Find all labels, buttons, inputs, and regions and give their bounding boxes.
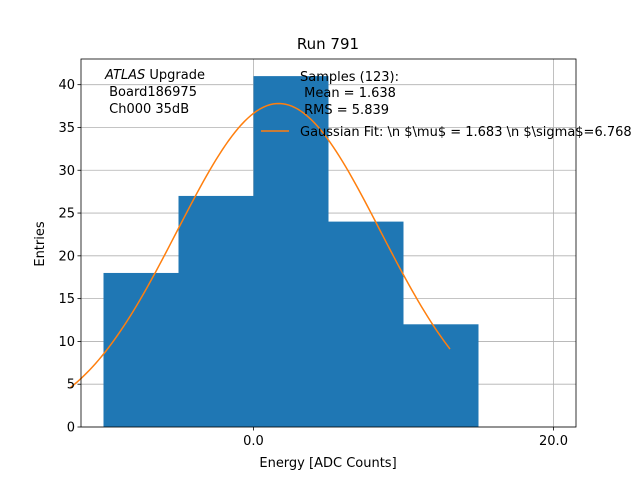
atlas-annotation: ATLAS Upgrade Board186975 Ch000 35dB xyxy=(104,68,205,117)
y-tick-label: 15 xyxy=(58,292,75,307)
histogram-bar xyxy=(103,272,179,427)
y-tick-label: 10 xyxy=(58,335,75,350)
histogram-bars xyxy=(103,76,479,428)
x-tick-label: 20.0 xyxy=(539,434,568,449)
atlas-label: ATLAS Upgrade xyxy=(104,68,205,83)
y-tick-label: 25 xyxy=(58,207,75,222)
plot-frame xyxy=(80,58,577,428)
chart-title: Run 791 xyxy=(297,35,359,53)
histogram-bar xyxy=(403,324,479,427)
y-tick-label: 20 xyxy=(58,249,75,264)
gaussian-fit-curve xyxy=(70,102,451,389)
y-tick-label: 40 xyxy=(58,78,75,93)
fit-line xyxy=(70,102,451,389)
y-tick-label: 0 xyxy=(67,421,75,436)
board-label: Board186975 xyxy=(105,85,197,100)
atlas-upgrade: Upgrade xyxy=(145,68,205,83)
legend-hist-swatch xyxy=(261,89,289,99)
legend: Samples (123): Mean = 1.638 RMS = 5.839 … xyxy=(261,70,632,140)
legend-rms-label: RMS = 5.839 xyxy=(300,103,389,118)
y-tick-label: 35 xyxy=(58,121,75,136)
channel-label: Ch000 35dB xyxy=(105,102,189,117)
histogram-bar xyxy=(178,195,254,427)
y-axis-label: Entries xyxy=(33,221,48,267)
y-tick-label: 5 xyxy=(67,378,75,393)
legend-hist-label: Samples (123): xyxy=(300,70,399,85)
axis-ticks: 0 5 10 15 20 25 30 35 40 0.0 20.0 xyxy=(58,78,568,449)
histogram-bar xyxy=(328,221,404,427)
x-tick-label: 0.0 xyxy=(243,434,264,449)
x-axis-label: Energy [ADC Counts] xyxy=(259,456,396,471)
histogram-bar xyxy=(253,76,329,428)
legend-fit-label: Gaussian Fit: \n $\mu$ = 1.683 \n $\sigm… xyxy=(300,125,632,140)
y-tick-label: 30 xyxy=(58,164,75,179)
legend-mean-label: Mean = 1.638 xyxy=(300,86,396,101)
atlas-italic: ATLAS xyxy=(104,68,145,83)
